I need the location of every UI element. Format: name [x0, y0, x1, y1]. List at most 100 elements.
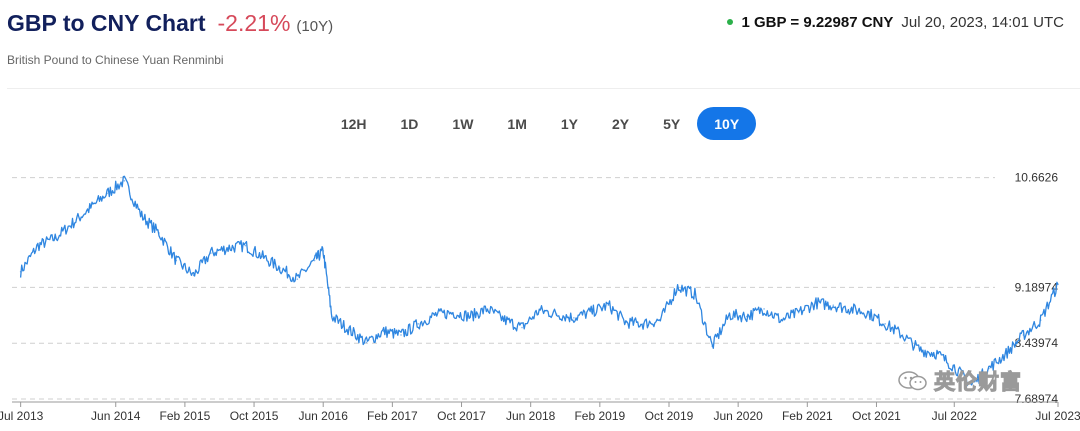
x-tick-label: Jul 2013	[0, 409, 44, 423]
data-point	[279, 267, 281, 269]
data-point	[158, 232, 160, 234]
data-point	[503, 319, 506, 321]
title-row: GBP to CNY Chart -2.21% (10Y)	[7, 10, 333, 37]
data-point	[210, 252, 212, 254]
range-selector: 12H 1D 1W 1M 1Y 2Y 5Y 10Y	[0, 107, 1080, 140]
wechat-icon	[898, 371, 927, 391]
x-tick-label: Jun 2016	[299, 409, 349, 423]
data-point	[832, 304, 835, 306]
header-divider	[7, 88, 1080, 89]
period-label: (10Y)	[296, 18, 334, 35]
data-point	[365, 341, 368, 344]
data-point	[123, 180, 126, 182]
x-tick-label: Jul 2023	[1035, 409, 1080, 423]
data-point	[918, 349, 921, 351]
watermark: 英伦财富	[898, 366, 1022, 396]
data-point	[624, 321, 627, 324]
data-point	[382, 330, 385, 333]
rate-row: 1 GBP = 9.22987 CNY Jul 20, 2023, 14:01 …	[727, 14, 1064, 31]
data-point	[469, 315, 471, 318]
page-subtitle: British Pound to Chinese Yuan Renminbi	[7, 53, 224, 67]
rate-timestamp: Jul 20, 2023, 14:01 UTC	[901, 14, 1064, 31]
x-tick-label: Oct 2019	[645, 409, 694, 423]
data-point	[140, 215, 143, 217]
data-point	[192, 274, 195, 277]
x-tick-label: Jun 2018	[506, 409, 556, 423]
data-point	[849, 308, 852, 310]
data-point	[953, 366, 956, 368]
x-tick-label: Jun 2020	[713, 409, 763, 423]
range-button-1m[interactable]: 1M	[490, 107, 543, 140]
range-button-12h[interactable]: 12H	[324, 107, 384, 140]
data-point	[417, 323, 420, 325]
x-tick-label: Feb 2021	[782, 409, 833, 423]
data-point	[988, 367, 990, 370]
data-point	[642, 323, 644, 325]
data-point	[728, 314, 731, 316]
data-point	[555, 313, 558, 315]
page-title: GBP to CNY Chart	[7, 10, 206, 36]
data-point	[1039, 319, 1042, 321]
series-line-gbp-cny	[19, 175, 1059, 387]
data-point	[867, 311, 869, 314]
data-point	[884, 323, 886, 325]
range-button-1y[interactable]: 1Y	[544, 107, 595, 140]
range-button-10y[interactable]: 10Y	[697, 107, 757, 140]
data-point	[37, 244, 39, 247]
data-point	[175, 259, 178, 262]
y-tick-label: 9.18974	[1015, 280, 1059, 294]
data-point	[71, 222, 74, 225]
live-status-dot-icon	[727, 19, 734, 25]
data-point	[54, 237, 57, 239]
data-point	[607, 304, 610, 306]
data-point	[970, 384, 973, 386]
data-point	[1022, 334, 1025, 336]
data-point	[538, 309, 541, 312]
data-point	[313, 259, 316, 262]
data-point	[573, 317, 575, 319]
data-point	[261, 256, 264, 258]
x-tick-label: Jun 2014	[91, 409, 141, 423]
x-tick-label: Oct 2015	[230, 409, 279, 423]
data-point	[780, 319, 783, 321]
data-point	[815, 302, 817, 304]
x-tick-label: Oct 2021	[852, 409, 901, 423]
data-point	[296, 278, 299, 280]
data-point	[521, 326, 523, 329]
current-rate: 1 GBP = 9.22987 CNY	[741, 14, 894, 31]
data-point	[322, 250, 325, 252]
data-point	[452, 311, 454, 314]
data-point	[745, 315, 748, 318]
data-point	[400, 334, 402, 336]
change-percent: -2.21%	[217, 10, 291, 36]
x-tick-label: Feb 2019	[574, 409, 625, 423]
data-point	[676, 285, 679, 288]
x-tick-label: Jul 2022	[932, 409, 978, 423]
data-point	[711, 345, 714, 347]
y-tick-label: 10.6626	[1015, 171, 1059, 185]
data-point	[434, 314, 437, 316]
data-point	[901, 334, 904, 336]
range-button-1w[interactable]: 1W	[435, 107, 490, 140]
data-point	[590, 311, 592, 313]
data-point	[348, 328, 350, 331]
data-point	[244, 244, 247, 247]
range-button-1d[interactable]: 1D	[384, 107, 436, 140]
range-button-5y[interactable]: 5Y	[646, 107, 697, 140]
x-tick-label: Feb 2017	[367, 409, 418, 423]
data-point	[331, 315, 333, 318]
y-tick-label: 7.68974	[1015, 392, 1059, 406]
rate-chart[interactable]: 10.6626 9.18974 8.43974 7.68974 Jul 2013 Jun …	[0, 150, 1080, 431]
range-button-2y[interactable]: 2Y	[595, 107, 646, 140]
data-point	[89, 207, 91, 210]
x-tick-label: Feb 2015	[160, 409, 211, 423]
data-point	[486, 308, 489, 310]
data-point	[1005, 352, 1007, 355]
data-point	[1057, 283, 1059, 286]
data-point	[227, 247, 229, 249]
data-point	[936, 352, 938, 355]
watermark-text: 英伦财富	[934, 371, 1022, 395]
data-point	[659, 319, 662, 321]
data-point	[763, 308, 765, 310]
data-point	[106, 192, 108, 195]
